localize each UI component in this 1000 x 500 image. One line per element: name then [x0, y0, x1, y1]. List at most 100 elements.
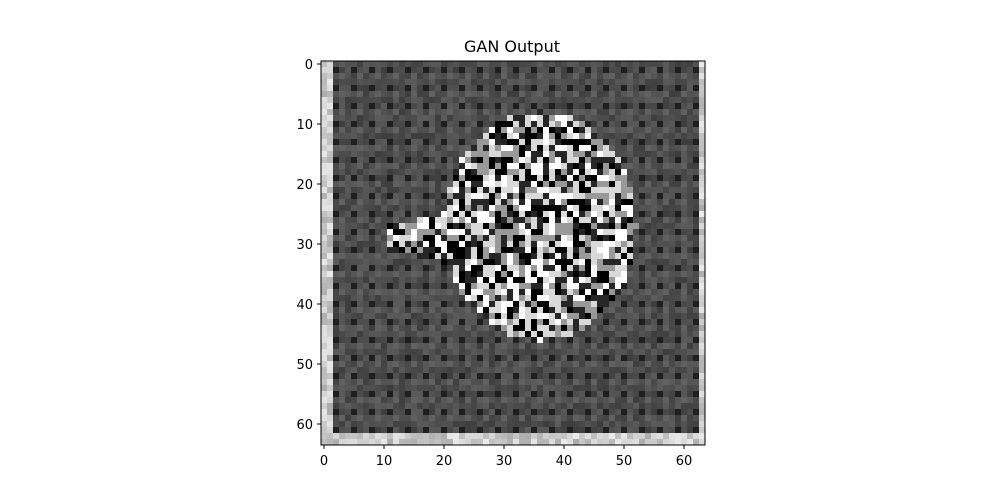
heatmap-cell	[597, 391, 604, 398]
heatmap-cell	[603, 295, 610, 302]
heatmap-cell	[633, 379, 640, 386]
heatmap-cell	[507, 277, 514, 284]
heatmap-cell	[501, 97, 508, 104]
heatmap-cell	[351, 427, 358, 434]
heatmap-cell	[603, 121, 610, 128]
heatmap-cell	[591, 145, 598, 152]
heatmap-cell	[627, 439, 634, 446]
heatmap-cell	[675, 355, 682, 362]
heatmap-cell	[555, 139, 562, 146]
heatmap-cell	[609, 433, 616, 440]
heatmap-cell	[567, 295, 574, 302]
heatmap-cell	[585, 403, 592, 410]
heatmap-cell	[489, 67, 496, 74]
heatmap-cell	[453, 373, 460, 380]
heatmap-cell	[345, 115, 352, 122]
heatmap-cell	[351, 199, 358, 206]
heatmap-cell	[489, 325, 496, 332]
heatmap-cell	[477, 349, 484, 356]
heatmap-cell	[603, 331, 610, 338]
heatmap-cell	[429, 397, 436, 404]
heatmap-cell	[633, 433, 640, 440]
heatmap-cell	[423, 397, 430, 404]
heatmap-cell	[375, 67, 382, 74]
heatmap-cell	[375, 283, 382, 290]
heatmap-cell	[579, 127, 586, 134]
heatmap-cell	[423, 277, 430, 284]
heatmap-cell	[699, 187, 706, 194]
heatmap-cell	[615, 271, 622, 278]
heatmap-cell	[507, 403, 514, 410]
heatmap-cell	[411, 289, 418, 296]
heatmap-cell	[501, 319, 508, 326]
heatmap-cell	[387, 115, 394, 122]
heatmap-cell	[513, 307, 520, 314]
heatmap-cell	[477, 163, 484, 170]
heatmap-cell	[435, 433, 442, 440]
heatmap-cell	[687, 73, 694, 80]
heatmap-cell	[471, 73, 478, 80]
heatmap-cell	[561, 145, 568, 152]
heatmap-cell	[579, 265, 586, 272]
heatmap-cell	[519, 151, 526, 158]
heatmap-cell	[489, 313, 496, 320]
heatmap-cell	[339, 199, 346, 206]
heatmap-cell	[645, 241, 652, 248]
heatmap-cell	[447, 295, 454, 302]
heatmap-cell	[333, 115, 340, 122]
heatmap-cell	[405, 199, 412, 206]
heatmap-cell	[321, 139, 328, 146]
heatmap-cell	[585, 409, 592, 416]
heatmap-cell	[693, 409, 700, 416]
heatmap-cell	[543, 169, 550, 176]
heatmap-cell	[585, 145, 592, 152]
heatmap-cell	[393, 193, 400, 200]
heatmap-cell	[621, 193, 628, 200]
heatmap-cell	[687, 241, 694, 248]
heatmap-cell	[645, 229, 652, 236]
heatmap-cell	[471, 229, 478, 236]
heatmap-cell	[693, 103, 700, 110]
heatmap-cell	[561, 97, 568, 104]
heatmap-cell	[609, 109, 616, 116]
heatmap-cell	[447, 229, 454, 236]
heatmap-image	[321, 61, 706, 446]
heatmap-cell	[375, 439, 382, 446]
heatmap-cell	[669, 241, 676, 248]
heatmap-cell	[543, 427, 550, 434]
heatmap-cell	[375, 151, 382, 158]
heatmap-cell	[399, 121, 406, 128]
heatmap-cell	[357, 319, 364, 326]
heatmap-cell	[537, 295, 544, 302]
heatmap-cell	[459, 61, 466, 68]
heatmap-cell	[351, 103, 358, 110]
heatmap-cell	[585, 349, 592, 356]
heatmap-cell	[699, 367, 706, 374]
heatmap-cell	[345, 175, 352, 182]
heatmap-cell	[699, 169, 706, 176]
heatmap-cell	[459, 295, 466, 302]
heatmap-cell	[363, 373, 370, 380]
heatmap-cell	[555, 283, 562, 290]
heatmap-cell	[519, 205, 526, 212]
heatmap-cell	[645, 79, 652, 86]
heatmap-cell	[663, 337, 670, 344]
heatmap-cell	[387, 103, 394, 110]
heatmap-cell	[555, 403, 562, 410]
heatmap-cell	[453, 289, 460, 296]
heatmap-cell	[507, 67, 514, 74]
heatmap-cell	[591, 295, 598, 302]
heatmap-cell	[597, 193, 604, 200]
heatmap-cell	[447, 235, 454, 242]
heatmap-cell	[489, 241, 496, 248]
heatmap-cell	[435, 277, 442, 284]
heatmap-cell	[405, 397, 412, 404]
heatmap-cell	[513, 247, 520, 254]
heatmap-cell	[387, 235, 394, 242]
heatmap-cell	[525, 205, 532, 212]
heatmap-cell	[339, 109, 346, 116]
heatmap-cell	[327, 97, 334, 104]
heatmap-cell	[465, 163, 472, 170]
heatmap-cell	[675, 403, 682, 410]
heatmap-cell	[399, 229, 406, 236]
